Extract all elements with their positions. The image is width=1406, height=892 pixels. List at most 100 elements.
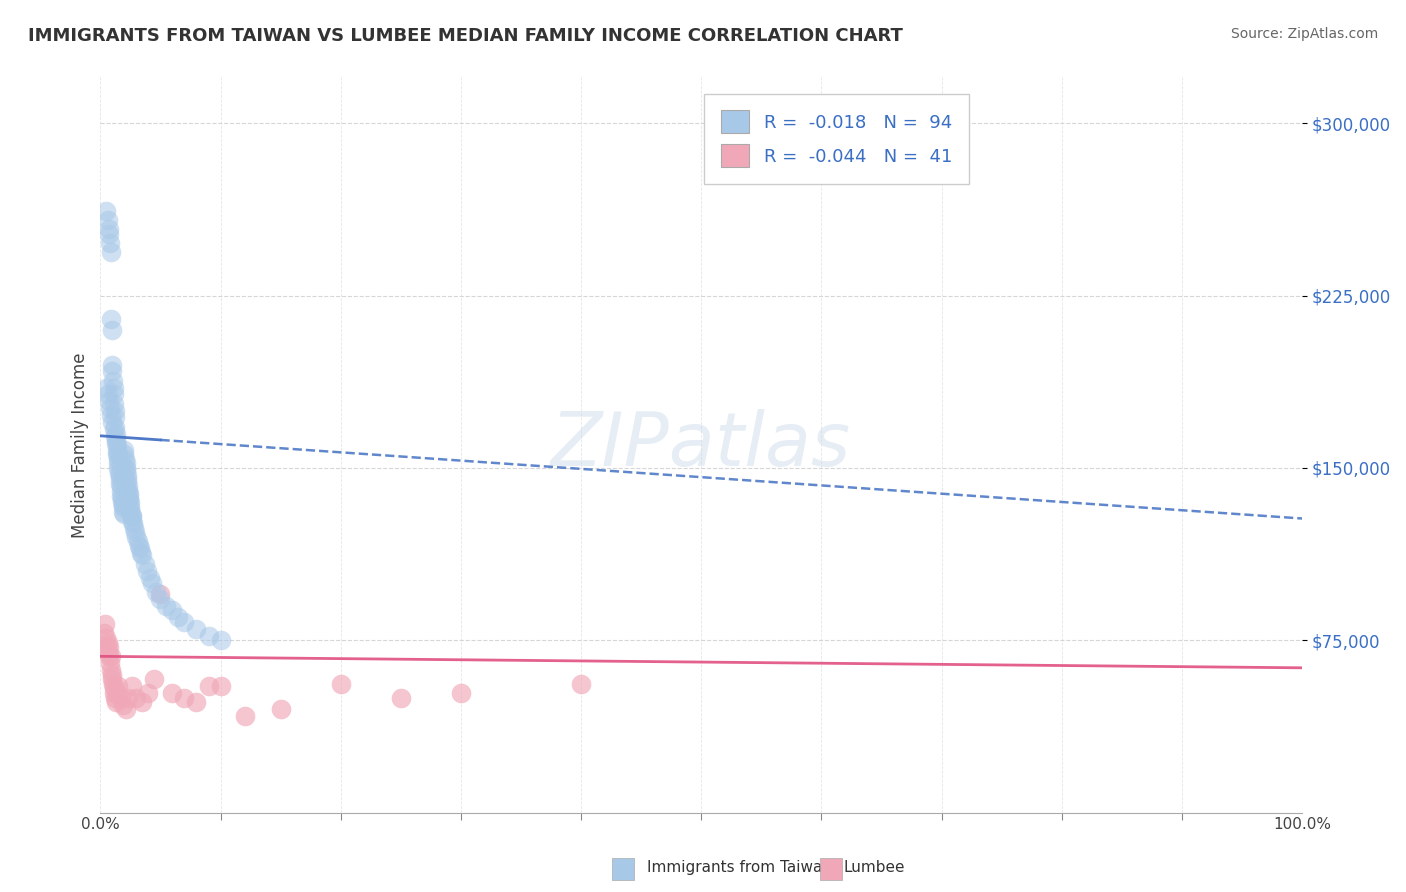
Point	[100, 311, 122, 326]
Point	[93, 626, 115, 640]
Point	[125, 530, 148, 544]
Point	[122, 521, 145, 535]
Point	[100, 667, 122, 681]
Point	[173, 690, 195, 705]
Point	[100, 323, 122, 337]
Point	[162, 603, 184, 617]
Point	[110, 479, 132, 493]
Point	[131, 548, 153, 562]
Point	[569, 677, 592, 691]
Point	[105, 442, 128, 457]
Point	[110, 690, 132, 705]
Y-axis label: Median Family Income: Median Family Income	[72, 352, 89, 538]
Point	[124, 525, 146, 540]
Point	[112, 500, 135, 514]
Point	[167, 610, 190, 624]
Point	[117, 493, 139, 508]
Point	[129, 541, 152, 556]
Point	[112, 698, 135, 712]
Point	[96, 631, 118, 645]
Point	[108, 477, 131, 491]
Point	[127, 534, 149, 549]
Point	[128, 539, 150, 553]
Point	[110, 483, 132, 498]
Point	[103, 387, 125, 401]
Point	[120, 507, 142, 521]
Point	[114, 702, 136, 716]
Point	[104, 434, 127, 448]
Point	[112, 447, 135, 461]
Point	[104, 403, 127, 417]
Point	[104, 690, 127, 705]
Point	[97, 635, 120, 649]
Point	[111, 495, 134, 509]
Point	[141, 575, 163, 590]
Point	[104, 429, 127, 443]
Point	[101, 415, 124, 429]
Point	[114, 461, 136, 475]
Point	[103, 397, 125, 411]
Point	[173, 615, 195, 629]
Point	[94, 617, 117, 632]
Legend: R =  -0.018   N =  94, R =  -0.044   N =  41: R = -0.018 N = 94, R = -0.044 N = 41	[704, 94, 969, 184]
Point	[117, 479, 139, 493]
Point	[118, 489, 141, 503]
Point	[450, 686, 472, 700]
Point	[100, 245, 122, 260]
Point	[97, 649, 120, 664]
Text: Source: ZipAtlas.com: Source: ZipAtlas.com	[1230, 27, 1378, 41]
Point	[97, 394, 120, 409]
Point	[121, 509, 143, 524]
Text: Lumbee: Lumbee	[844, 861, 905, 875]
Point	[96, 380, 118, 394]
Point	[270, 702, 292, 716]
Point	[120, 502, 142, 516]
Point	[103, 380, 125, 394]
Point	[197, 679, 219, 693]
Point	[114, 482, 136, 496]
Point	[98, 640, 121, 654]
Point	[100, 663, 122, 677]
Point	[111, 491, 134, 505]
Point	[104, 695, 127, 709]
Point	[101, 364, 124, 378]
Point	[103, 422, 125, 436]
Point	[101, 374, 124, 388]
Point	[155, 599, 177, 613]
Point	[145, 585, 167, 599]
Point	[100, 649, 122, 664]
Point	[186, 695, 208, 709]
Point	[233, 709, 256, 723]
Point	[96, 203, 118, 218]
Point	[118, 493, 141, 508]
Text: IMMIGRANTS FROM TAIWAN VS LUMBEE MEDIAN FAMILY INCOME CORRELATION CHART: IMMIGRANTS FROM TAIWAN VS LUMBEE MEDIAN …	[28, 27, 903, 45]
Point	[120, 500, 142, 514]
Point	[105, 438, 128, 452]
Point	[97, 387, 120, 401]
Point	[110, 489, 132, 503]
Point	[115, 472, 138, 486]
Point	[121, 516, 143, 530]
Point	[117, 486, 139, 500]
Point	[118, 495, 141, 509]
Point	[121, 509, 143, 524]
Point	[149, 587, 172, 601]
Point	[108, 467, 131, 482]
Point	[104, 426, 127, 441]
Point	[162, 686, 184, 700]
Point	[138, 686, 160, 700]
Point	[114, 451, 136, 466]
Point	[121, 514, 143, 528]
Point	[101, 677, 124, 691]
Point	[111, 498, 134, 512]
Point	[104, 419, 127, 434]
Point	[105, 686, 128, 700]
Point	[107, 456, 129, 470]
Point	[112, 505, 135, 519]
Point	[117, 483, 139, 498]
Point	[186, 622, 208, 636]
Point	[197, 629, 219, 643]
Point	[149, 591, 172, 606]
Point	[103, 686, 125, 700]
Point	[115, 467, 138, 482]
